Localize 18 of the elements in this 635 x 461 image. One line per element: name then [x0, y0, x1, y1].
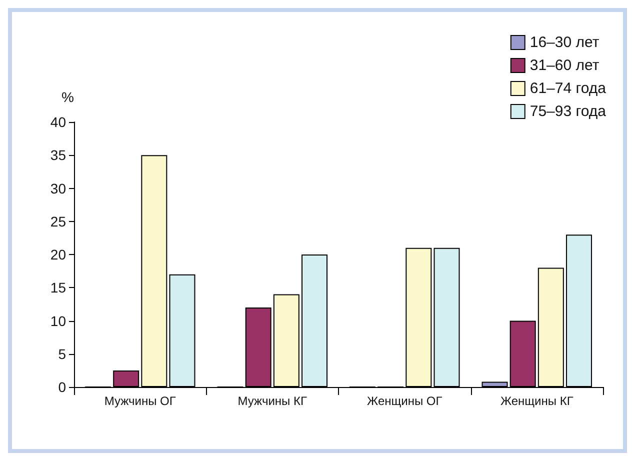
- legend-label: 75–93 года: [530, 103, 607, 120]
- y-tick-label: 30: [50, 180, 66, 196]
- legend-label: 61–74 года: [530, 80, 607, 97]
- y-tick-label: 35: [50, 147, 66, 164]
- y-tick-label: 10: [50, 312, 66, 329]
- y-tick-label: 15: [50, 280, 66, 296]
- y-axis-title: %: [62, 89, 74, 105]
- legend-label: 16–30 лет: [530, 34, 600, 51]
- x-tick-label: Мужчины КГ: [238, 394, 308, 408]
- x-tick-label: Женщины ОГ: [367, 394, 443, 408]
- y-tick-label: 25: [50, 213, 66, 230]
- y-tick-label: 5: [58, 346, 66, 362]
- y-tick-label: 40: [50, 114, 66, 130]
- y-tick-label: 20: [50, 246, 66, 262]
- y-tick-label: 0: [58, 379, 66, 395]
- x-tick-label: Мужчины ОГ: [104, 394, 176, 408]
- legend-label: 31–60 лет: [530, 57, 600, 74]
- x-tick-label: Женщины КГ: [500, 394, 574, 408]
